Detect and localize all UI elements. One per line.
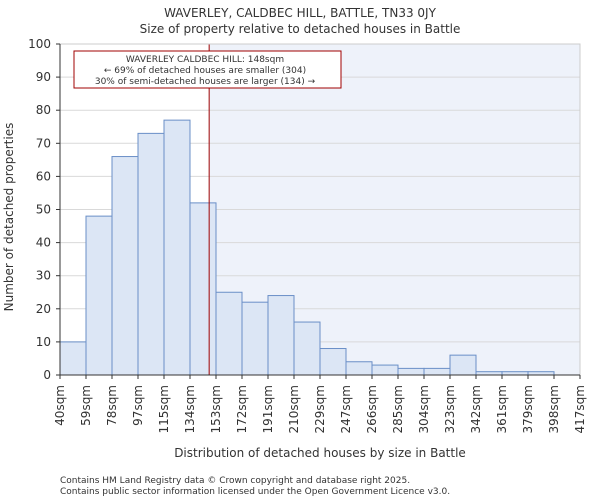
y-tick-labels: 0 10 20 30 40 50 60 70 80 90 100	[28, 37, 51, 382]
y-tick-label: 80	[36, 103, 51, 117]
histogram-bar	[163, 119, 191, 376]
x-tick-label: 115sqm	[157, 385, 171, 433]
x-tick-label: 59sqm	[79, 385, 93, 426]
y-tick-label: 100	[28, 37, 51, 51]
x-tick-labels: 40sqm 59sqm 78sqm 97sqm 115sqm 134sqm 153sqm 17…	[53, 385, 587, 433]
x-tick-label: 134sqm	[183, 385, 197, 433]
histogram-bar	[397, 367, 425, 376]
histogram-bar	[59, 341, 87, 376]
x-axis-label: Distribution of detached houses by size …	[174, 446, 466, 460]
x-tick-label: 191sqm	[261, 385, 275, 433]
annotation-line1: WAVERLEY CALDBEC HILL: 148sqm	[126, 55, 284, 65]
histogram-bar	[137, 132, 165, 376]
chart-title-line1: WAVERLEY, CALDBEC HILL, BATTLE, TN33 0JY	[164, 6, 437, 20]
x-tick-label: 323sqm	[443, 385, 457, 433]
x-tick-label: 417sqm	[573, 385, 587, 433]
histogram-bar	[319, 348, 347, 376]
y-axis-label: Number of detached properties	[2, 123, 16, 312]
histogram-bar	[215, 291, 243, 376]
y-tick-label: 30	[36, 269, 51, 283]
footer-line2: Contains public sector information licen…	[60, 487, 450, 497]
annotation-frame	[73, 50, 342, 89]
annotation-line3: 30% of semi-detached houses are larger (…	[95, 77, 316, 87]
y-tick-label: 70	[36, 136, 51, 150]
x-tick-label: 266sqm	[365, 385, 379, 433]
y-tick-label: 50	[36, 203, 51, 217]
histogram-bar	[111, 156, 139, 376]
x-tick-label: 210sqm	[287, 385, 301, 433]
y-tick-label: 20	[36, 302, 51, 316]
x-tick-label: 172sqm	[235, 385, 249, 433]
y-tick-label: 40	[36, 236, 51, 250]
y-tick-label: 0	[43, 368, 51, 382]
x-tick-label: 247sqm	[339, 385, 353, 433]
histogram-bar	[241, 301, 269, 376]
x-tick-label: 97sqm	[131, 385, 145, 426]
y-tick-label: 90	[36, 70, 51, 84]
x-tick-label: 229sqm	[313, 385, 327, 433]
axes-layer	[56, 43, 581, 379]
histogram-bar	[449, 354, 477, 376]
annotation-line2: ← 69% of detached houses are smaller (30…	[104, 66, 306, 76]
footer-line1: Contains HM Land Registry data © Crown c…	[60, 476, 410, 486]
x-tick-label: 285sqm	[391, 385, 405, 433]
histogram-bar	[293, 321, 321, 376]
bars-layer	[59, 119, 555, 376]
histogram-bar	[423, 367, 451, 376]
histogram-bar	[267, 295, 295, 376]
annotation-box: WAVERLEY CALDBEC HILL: 148sqm ← 69% of d…	[73, 50, 342, 89]
chart-title-line2: Size of property relative to detached ho…	[140, 22, 461, 36]
x-tick-label: 40sqm	[53, 385, 67, 426]
x-tick-label: 78sqm	[105, 385, 119, 426]
histogram-bar	[345, 361, 373, 376]
x-tick-label: 342sqm	[469, 385, 483, 433]
y-tick-label: 60	[36, 169, 51, 183]
x-tick-label: 304sqm	[417, 385, 431, 433]
histogram-bar	[371, 364, 399, 376]
x-tick-label: 361sqm	[495, 385, 509, 433]
x-tick-label: 379sqm	[521, 385, 535, 433]
histogram-bar	[85, 215, 113, 376]
y-tick-label: 10	[36, 335, 51, 349]
x-tick-label: 398sqm	[547, 385, 561, 433]
histogram-bar	[189, 202, 217, 376]
x-tick-label: 153sqm	[209, 385, 223, 433]
